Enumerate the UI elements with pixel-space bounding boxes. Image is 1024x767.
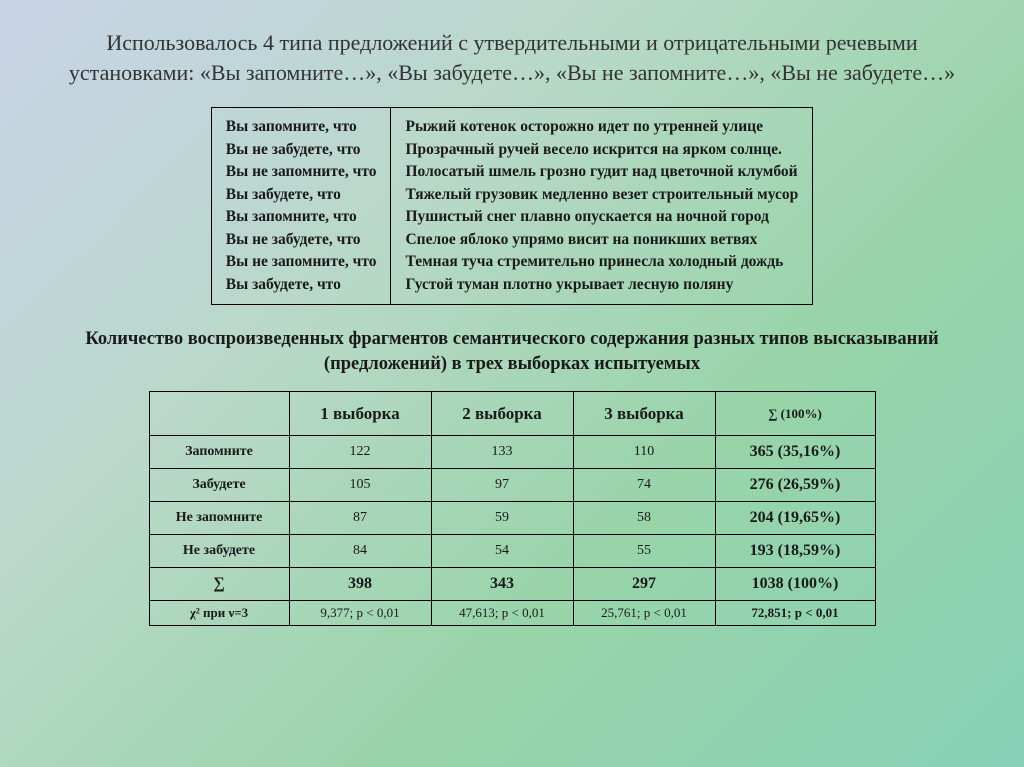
- cell: 110: [573, 436, 715, 469]
- chi-label: χ² при ν=3: [149, 601, 289, 626]
- sum-cell: 193 (18,59%): [715, 535, 875, 568]
- table-row: Запомните 122 133 110 365 (35,16%): [149, 436, 875, 469]
- content-line: Густой туман плотно укрывает лесную поля…: [405, 274, 798, 296]
- empty-header: [149, 392, 289, 436]
- chi-cell: 25,761; p < 0,01: [573, 601, 715, 626]
- totals-sum: 1038 (100%): [715, 568, 875, 601]
- content-line: Полосатый шмель грозно гудит над цветочн…: [405, 161, 798, 183]
- col-header: 2 выборка: [431, 392, 573, 436]
- cell: 58: [573, 502, 715, 535]
- row-label: Не запомните: [149, 502, 289, 535]
- sum-cell: 204 (19,65%): [715, 502, 875, 535]
- cell: 59: [431, 502, 573, 535]
- table-row: Не запомните 87 59 58 204 (19,65%): [149, 502, 875, 535]
- table-row: Забудете 105 97 74 276 (26,59%): [149, 469, 875, 502]
- totals-label: ∑: [149, 568, 289, 601]
- chi-cell: 47,613; p < 0,01: [431, 601, 573, 626]
- cell: 122: [289, 436, 431, 469]
- content-line: Тяжелый грузовик медленно везет строител…: [405, 184, 798, 206]
- prompt-line: Вы запомните, что: [226, 116, 377, 138]
- prompt-line: Вы не запомните, что: [226, 251, 377, 273]
- table-row: Не забудете 84 54 55 193 (18,59%): [149, 535, 875, 568]
- cell: 55: [573, 535, 715, 568]
- prompt-line: Вы не забудете, что: [226, 229, 377, 251]
- cell: 133: [431, 436, 573, 469]
- cell: 84: [289, 535, 431, 568]
- content-line: Прозрачный ручей весело искрится на ярко…: [405, 139, 798, 161]
- content-cell: Рыжий котенок осторожно идет по утренней…: [391, 108, 813, 305]
- subtitle: Количество воспроизведенных фрагментов с…: [40, 327, 984, 377]
- totals-cell: 297: [573, 568, 715, 601]
- data-table: 1 выборка 2 выборка 3 выборка ∑ (100%) З…: [149, 391, 876, 626]
- col-header: 3 выборка: [573, 392, 715, 436]
- prompt-line: Вы забудете, что: [226, 184, 377, 206]
- chi-sum: 72,851; p < 0,01: [715, 601, 875, 626]
- sum-cell: 365 (35,16%): [715, 436, 875, 469]
- content-line: Спелое яблоко упрямо висит на поникших в…: [405, 229, 798, 251]
- content-line: Темная туча стремительно принесла холодн…: [405, 251, 798, 273]
- totals-cell: 343: [431, 568, 573, 601]
- totals-cell: 398: [289, 568, 431, 601]
- sum-header: ∑ (100%): [715, 392, 875, 436]
- row-label: Забудете: [149, 469, 289, 502]
- chi-cell: 9,377; p < 0,01: [289, 601, 431, 626]
- header-row: 1 выборка 2 выборка 3 выборка ∑ (100%): [149, 392, 875, 436]
- row-label: Не забудете: [149, 535, 289, 568]
- content-line: Рыжий котенок осторожно идет по утренней…: [405, 116, 798, 138]
- cell: 54: [431, 535, 573, 568]
- row-label: Запомните: [149, 436, 289, 469]
- prompt-line: Вы забудете, что: [226, 274, 377, 296]
- totals-row: ∑ 398 343 297 1038 (100%): [149, 568, 875, 601]
- chi-row: χ² при ν=3 9,377; p < 0,01 47,613; p < 0…: [149, 601, 875, 626]
- prompt-line: Вы не забудете, что: [226, 139, 377, 161]
- prompts-cell: Вы запомните, что Вы не забудете, что Вы…: [211, 108, 391, 305]
- prompt-line: Вы не запомните, что: [226, 161, 377, 183]
- sum-cell: 276 (26,59%): [715, 469, 875, 502]
- cell: 105: [289, 469, 431, 502]
- cell: 74: [573, 469, 715, 502]
- cell: 87: [289, 502, 431, 535]
- page-title: Использовалось 4 типа предложений с утве…: [40, 28, 984, 87]
- prompt-line: Вы запомните, что: [226, 206, 377, 228]
- sentences-table: Вы запомните, что Вы не забудете, что Вы…: [211, 107, 813, 305]
- content-line: Пушистый снег плавно опускается на ночно…: [405, 206, 798, 228]
- col-header: 1 выборка: [289, 392, 431, 436]
- cell: 97: [431, 469, 573, 502]
